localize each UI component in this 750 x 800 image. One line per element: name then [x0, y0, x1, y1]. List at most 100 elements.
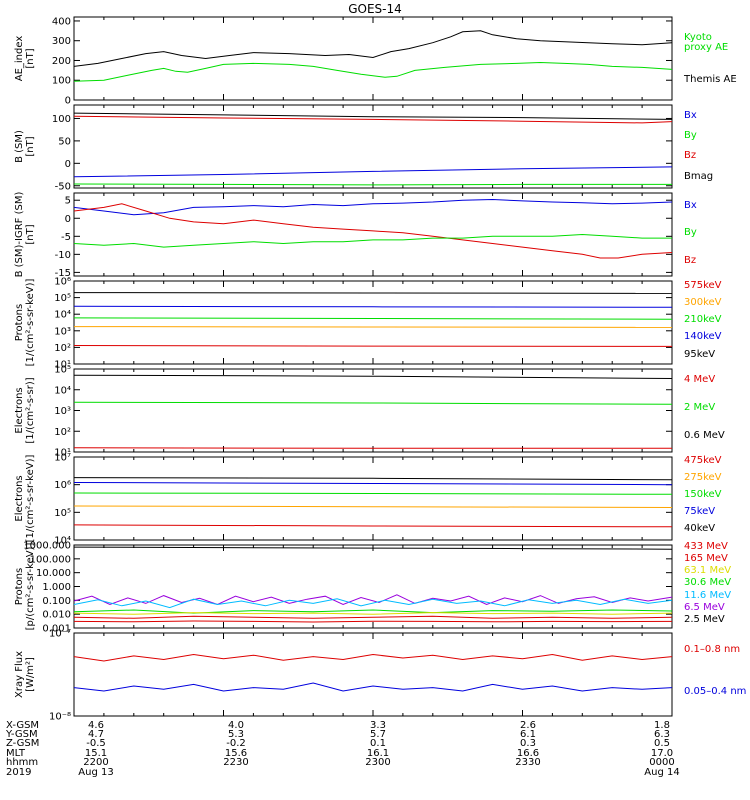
y-tick-label: -50 — [55, 181, 71, 192]
y-tick-label: 10⁵ — [54, 365, 71, 376]
y-axis-label: B (SM)-IGRF (SM) — [14, 192, 25, 278]
series-line — [73, 198, 673, 216]
chart-title: GOES-14 — [348, 2, 402, 16]
ephemeris-value: 2230 — [223, 757, 248, 768]
ephemeris-row-label: 2019 — [6, 767, 31, 778]
y-tick-label: 0.010 — [42, 610, 71, 621]
y-tick-label: -15 — [55, 268, 71, 279]
y-tick-label: 10² — [54, 343, 71, 354]
y-tick-label: 0.100 — [42, 596, 71, 607]
series-line — [73, 30, 673, 67]
legend-entry: 275keV — [684, 472, 722, 483]
y-tick-label: 100 — [52, 114, 71, 125]
y-axis-label: [p/(cm²-s-sr-keV)] — [25, 543, 36, 631]
panel-frame — [73, 632, 673, 717]
y-tick-label: 300 — [52, 36, 71, 47]
y-axis-label: B (SM) — [14, 130, 25, 163]
legend-entry: 0.05–0.4 nm — [684, 686, 746, 697]
y-tick-label: 10⁻⁸ — [49, 712, 71, 723]
legend-entry: 40keV — [684, 523, 715, 534]
legend-entry: 4 MeV — [684, 374, 715, 385]
ephemeris-value: 4.6 — [88, 720, 104, 731]
panel-protons_mev: 0.001 0.010 0.100 1.000 10.000 100.000 1000.00… — [14, 541, 731, 635]
series-line — [73, 482, 673, 486]
legend-entry: By — [684, 227, 697, 238]
y-tick-label: 10⁴ — [54, 536, 71, 547]
y-axis-label: [nT] — [25, 224, 36, 244]
legend-entry: 300keV — [684, 297, 722, 308]
ephemeris-value: 3.3 — [370, 720, 386, 731]
legend-entry: Themis AE — [683, 74, 737, 85]
y-tick-label: -5 — [61, 232, 71, 243]
y-tick-label: 10³ — [54, 326, 71, 337]
panel-bsmigrf: -15 -10 -5 0 5 B (SM)-IGRF (SM) [nT] Bx By Bz — [14, 192, 697, 279]
series-line — [73, 292, 673, 294]
series-line — [73, 183, 672, 186]
legend-entry: 433 MeV — [684, 541, 728, 552]
y-axis-label: [1/(cm²-s-sr-keV)] — [25, 279, 36, 367]
ephemeris-value: 6.3 — [654, 729, 670, 740]
ephemeris-value: 16.1 — [367, 748, 389, 759]
y-tick-label: 1.000 — [42, 582, 71, 593]
panel-protons_mag: 10¹ 10² 10³ 10⁴ 10⁵ 10⁶ Protons [1/(cm²-s-sr-ke… — [14, 277, 722, 371]
legend-entry: 0.1–0.8 nm — [684, 644, 740, 655]
series-line — [73, 612, 673, 615]
legend-entry: Bx — [684, 110, 697, 121]
series-line — [73, 524, 673, 528]
series-line — [73, 112, 673, 120]
legend-entry: 6.5 MeV — [684, 602, 725, 613]
legend-entry: 2.5 MeV — [684, 614, 725, 625]
series-line — [73, 374, 673, 379]
ephemeris-value: 4.7 — [88, 729, 104, 740]
y-tick-label: 10⁴ — [54, 310, 71, 321]
y-tick-label: 5 — [65, 196, 71, 207]
y-tick-label: 10² — [54, 427, 71, 438]
legend-entry: 2 MeV — [684, 402, 715, 413]
legend-entry: 0.6 MeV — [684, 430, 725, 441]
series-line — [73, 345, 673, 347]
ephemeris-value: 0.5 — [654, 738, 670, 749]
y-tick-label: 100 — [52, 76, 71, 87]
series-line — [73, 653, 673, 662]
panel-electrons_kev: 10⁴ 10⁵ 10⁶ 10⁷ Electrons [1/(cm²-s-sr-keV)] 4… — [14, 453, 722, 547]
ephemeris-value: 5.7 — [370, 729, 386, 740]
legend-entry: Bz — [684, 255, 696, 266]
series-line — [73, 401, 673, 405]
y-tick-label: 10³ — [54, 406, 71, 417]
ephemeris-value: 16.6 — [517, 748, 539, 759]
panel-bsm: -50 0 50 100 B (SM) [nT] Bx By Bz Bmag — [14, 104, 713, 192]
y-tick-label: 1000.000 — [23, 541, 71, 552]
y-tick-label: 10¹ — [54, 448, 71, 459]
ephemeris-row-label: Z-GSM — [6, 738, 39, 749]
series-line — [73, 546, 673, 550]
series-line — [73, 447, 672, 449]
series-line — [73, 115, 673, 124]
y-axis-label: Electrons — [14, 387, 25, 433]
y-tick-label: 10⁴ — [54, 385, 71, 396]
y-tick-label: 0 — [65, 214, 71, 225]
series-line — [73, 326, 673, 328]
ephemeris-value: 15.1 — [85, 748, 107, 759]
y-tick-label: 10⁶ — [54, 480, 71, 491]
y-axis-label: AE_index — [14, 36, 25, 82]
y-tick-label: 10⁻⁷ — [49, 629, 71, 640]
series-line — [73, 317, 673, 320]
series-line — [73, 609, 673, 614]
panel-frame — [73, 368, 673, 453]
ephemeris-value: 6.1 — [520, 729, 536, 740]
ephemeris-value: 0000 — [649, 757, 674, 768]
y-tick-label: 10⁵ — [54, 508, 71, 519]
legend-entry: 475keV — [684, 455, 722, 466]
y-axis-label: Protons — [14, 568, 25, 605]
y-axis-label: [nT] — [25, 48, 36, 68]
series-line — [73, 203, 673, 259]
series-line — [73, 505, 673, 508]
legend-entry: proxy AE — [684, 42, 728, 53]
ephemeris-value: 2.6 — [520, 720, 536, 731]
ephemeris-value: -0.5 — [86, 738, 106, 749]
y-tick-label: 50 — [58, 136, 71, 147]
y-tick-label: 10.000 — [36, 568, 71, 579]
ephemeris-value: 15.6 — [225, 748, 247, 759]
